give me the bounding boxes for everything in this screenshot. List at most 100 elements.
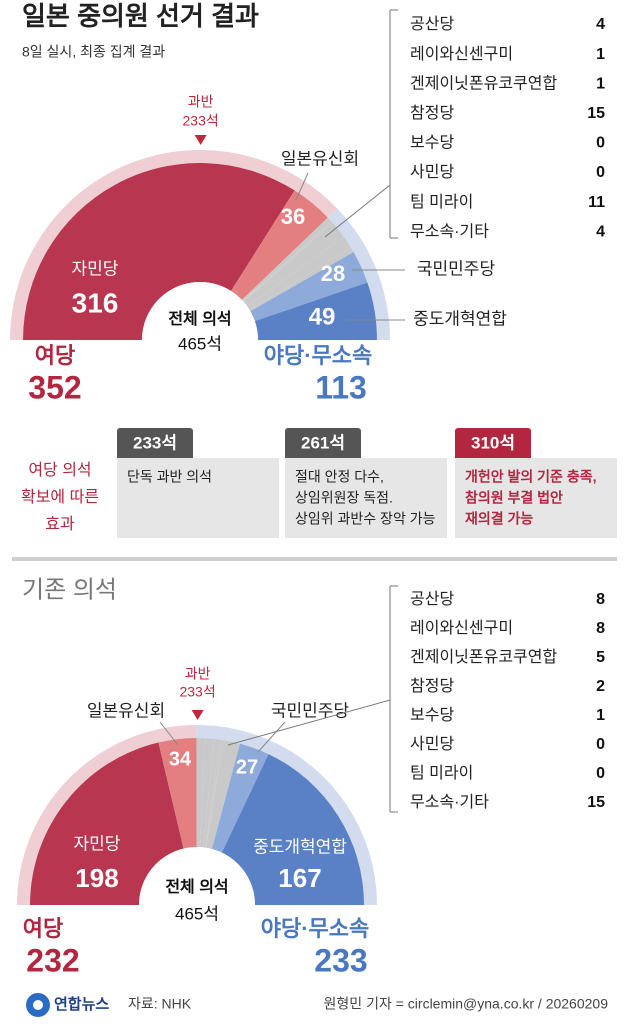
- center-hole: [139, 847, 255, 905]
- legend-label: 겐제이닛폰유코쿠연합: [410, 74, 557, 92]
- center-label: 465석: [178, 334, 222, 353]
- legend-label: 레이와신센구미: [410, 619, 513, 637]
- effect-text: 참의원 부결 법안: [465, 490, 563, 506]
- group-value: 113: [315, 369, 367, 405]
- group-name: 여당: [23, 916, 63, 941]
- group-value: 233: [314, 942, 367, 978]
- section-title: 기존 의석: [22, 576, 117, 603]
- segment-name: 자민당: [74, 834, 121, 853]
- credit: 원형민 기자 = circlemin@yna.co.kr / 20260209: [324, 996, 609, 1012]
- others-segment: [205, 739, 223, 848]
- segment-value: 316: [72, 287, 119, 318]
- others-segment: [243, 222, 333, 302]
- segment-value: 27: [236, 756, 258, 778]
- others-segment: [242, 221, 332, 302]
- effect-tab-base: [117, 446, 193, 458]
- legend-label: 겐제이닛폰유코쿠연합: [410, 648, 557, 666]
- leader-line: [159, 721, 179, 746]
- legend-value: 11: [588, 194, 605, 211]
- logo-icon-inner: [33, 1000, 43, 1010]
- legend-value: 1: [596, 75, 605, 92]
- effect-box: [285, 458, 447, 538]
- effect-box: [455, 458, 617, 538]
- segment: [250, 252, 368, 322]
- leader-line: [227, 699, 391, 746]
- legend-value: 15: [587, 105, 605, 122]
- effects-label: 여당 의석: [28, 461, 91, 479]
- legend-value: 15: [587, 794, 605, 811]
- segment-value: 28: [321, 261, 345, 286]
- segment: [30, 742, 184, 905]
- segment: [158, 738, 197, 849]
- legend-value: 1: [596, 46, 605, 63]
- segment-name: 중도개혁연합: [413, 309, 507, 328]
- effect-tab-base: [455, 446, 531, 458]
- effect-box: [117, 458, 279, 538]
- segment: [211, 743, 269, 853]
- legend-label: 보수당: [410, 706, 454, 724]
- segment: [254, 282, 377, 340]
- legend-label: 사민당: [410, 735, 454, 753]
- segment: [23, 163, 295, 340]
- segment-name: 일본유신회: [281, 149, 359, 168]
- legend-value: 8: [596, 591, 605, 608]
- legend-value: 0: [596, 736, 605, 753]
- center-title: 전체 의석: [168, 310, 231, 328]
- legend-label: 팀 미라이: [410, 193, 473, 211]
- legend-value: 4: [596, 16, 605, 33]
- group-ring: [196, 725, 377, 905]
- legend-value: 4: [596, 223, 605, 240]
- legend-label: 팀 미라이: [410, 764, 473, 782]
- group-name: 야당·무소속: [261, 916, 370, 941]
- effect-text: 재의결 가능: [465, 511, 533, 527]
- effect-seats: 310석: [471, 433, 515, 452]
- others-segment: [241, 217, 332, 302]
- source: 자료: NHK: [128, 996, 192, 1012]
- effect-seats: 261석: [301, 433, 345, 452]
- others-segment: [196, 738, 206, 848]
- legend-label: 레이와신센구미: [410, 45, 513, 63]
- segment-value: 34: [169, 748, 192, 770]
- legend-label: 무소속·기타: [410, 793, 489, 811]
- legend-label: 사민당: [410, 163, 454, 181]
- segment-value: 36: [281, 204, 305, 229]
- effect-text: 절대 안정 다수,: [295, 469, 384, 485]
- segment-name: 중도개혁연합: [253, 837, 347, 856]
- segment-name: 국민민주당: [417, 259, 496, 278]
- legend-label: 보수당: [410, 134, 454, 152]
- leader-line: [257, 721, 286, 753]
- segment-value: 49: [309, 303, 336, 330]
- legend-value: 0: [596, 164, 605, 181]
- group-name: 야당·무소속: [264, 343, 373, 368]
- others-segment: [206, 740, 240, 849]
- majority-label: 233석: [183, 113, 219, 129]
- leader-line: [295, 172, 309, 201]
- legend-label: 공산당: [410, 590, 454, 608]
- effect-seats: 233석: [133, 433, 177, 452]
- majority-marker: [194, 135, 207, 146]
- majority-marker: [191, 710, 204, 721]
- logo-text: 연합뉴스: [54, 996, 109, 1013]
- group-ring: [17, 725, 197, 905]
- effect-text: 상임위 과반수 장악 가능: [295, 511, 436, 527]
- center-title: 전체 의석: [165, 878, 228, 896]
- group-value: 232: [26, 942, 79, 978]
- effect-text: 개헌안 발의 기준 충족,: [465, 469, 596, 485]
- legend-value: 1: [596, 707, 605, 724]
- segment-name: 자민당: [72, 259, 119, 278]
- others-segment: [243, 222, 344, 307]
- majority-label: 과반: [185, 666, 211, 682]
- subtitle: 8일 실시, 최종 집계 결과: [22, 44, 165, 60]
- effects-label: 확보에 따른: [21, 488, 99, 506]
- others-segment: [247, 236, 352, 310]
- leader-line: [324, 184, 391, 238]
- segment: [221, 754, 364, 905]
- center-label: 465석: [175, 904, 219, 923]
- effects-label: 효과: [45, 515, 75, 533]
- legend-value: 5: [596, 649, 605, 666]
- effect-text: 단독 과반 의석: [127, 469, 212, 485]
- group-ring: [327, 208, 390, 340]
- segment-value: 167: [278, 863, 321, 893]
